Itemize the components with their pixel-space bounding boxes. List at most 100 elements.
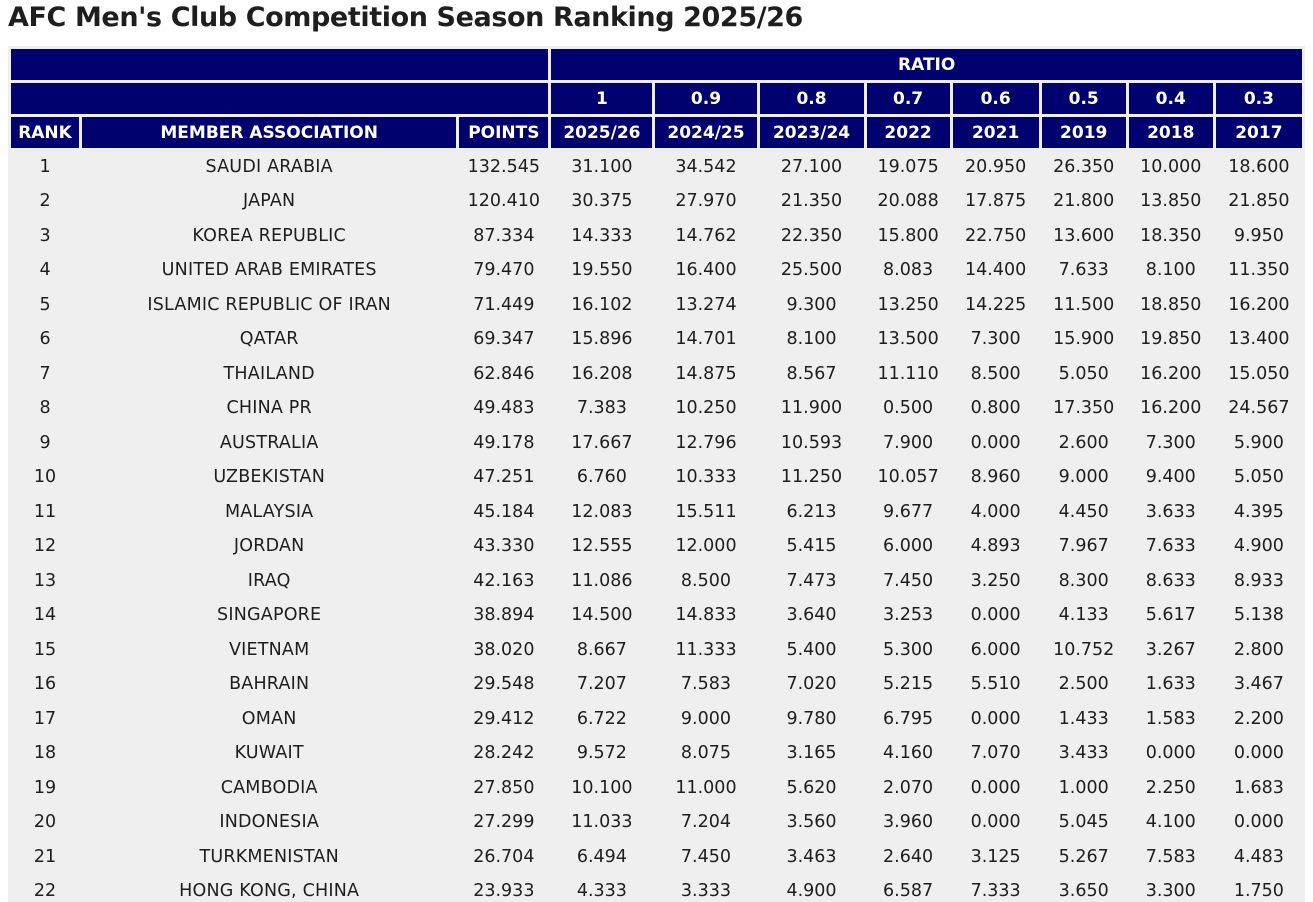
association-name-cell: THAILAND: [82, 358, 457, 390]
season-points-cell: 3.467: [1215, 668, 1302, 700]
season-points-cell: 4.900: [759, 875, 864, 902]
season-points-cell: 1.583: [1128, 703, 1213, 735]
table-row: 15 VIETNAM 38.020 8.667 11.333 5.400 5.300 6.00…: [11, 634, 1302, 666]
season-points-cell: 15.511: [655, 496, 757, 528]
season-points-cell: 9.677: [866, 496, 950, 528]
season-points-cell: 0.000: [1215, 806, 1302, 838]
season-points-cell: 7.583: [1128, 841, 1213, 873]
rank-cell: 1: [11, 151, 80, 183]
season-points-cell: 5.267: [1041, 841, 1126, 873]
points-cell: 62.846: [459, 358, 549, 390]
rank-cell: 18: [11, 737, 80, 769]
points-cell: 29.412: [459, 703, 549, 735]
rank-cell: 7: [11, 358, 80, 390]
column-header-season[interactable]: 2025/26: [551, 117, 653, 148]
season-points-cell: 10.333: [655, 461, 757, 493]
column-header-member-association[interactable]: MEMBER ASSOCIATION: [82, 117, 457, 148]
season-points-cell: 10.752: [1041, 634, 1126, 666]
season-points-cell: 24.567: [1215, 392, 1302, 424]
season-points-cell: 0.000: [952, 703, 1039, 735]
column-header-season[interactable]: 2021: [952, 117, 1039, 148]
association-name-cell: SINGAPORE: [82, 599, 457, 631]
association-name-cell: IRAQ: [82, 565, 457, 597]
season-points-cell: 3.125: [952, 841, 1039, 873]
table-row: 10 UZBEKISTAN 47.251 6.760 10.333 11.250 10.05…: [11, 461, 1302, 493]
table-row: 16 BAHRAIN 29.548 7.207 7.583 7.020 5.215 5.510…: [11, 668, 1302, 700]
season-points-cell: 0.000: [952, 599, 1039, 631]
season-points-cell: 30.375: [551, 185, 653, 217]
season-points-cell: 6.795: [866, 703, 950, 735]
season-points-cell: 15.896: [551, 323, 653, 355]
header-row-ratio-values: 1 0.9 0.8 0.7 0.6 0.5 0.4 0.3: [11, 83, 1302, 114]
season-points-cell: 7.967: [1041, 530, 1126, 562]
season-points-cell: 7.020: [759, 668, 864, 700]
season-points-cell: 16.208: [551, 358, 653, 390]
column-header-season[interactable]: 2018: [1128, 117, 1213, 148]
association-name-cell: AUSTRALIA: [82, 427, 457, 459]
rank-cell: 3: [11, 220, 80, 252]
ranking-table-container: RATIO 1 0.9 0.8 0.7 0.6 0.5 0.4 0.3 RANK…: [8, 46, 1305, 902]
season-points-cell: 7.207: [551, 668, 653, 700]
season-points-cell: 8.500: [952, 358, 1039, 390]
season-points-cell: 0.800: [952, 392, 1039, 424]
season-points-cell: 2.500: [1041, 668, 1126, 700]
season-points-cell: 9.400: [1128, 461, 1213, 493]
season-points-cell: 17.667: [551, 427, 653, 459]
season-points-cell: 14.762: [655, 220, 757, 252]
season-points-cell: 11.033: [551, 806, 653, 838]
season-points-cell: 18.600: [1215, 151, 1302, 183]
season-points-cell: 9.000: [1041, 461, 1126, 493]
season-points-cell: 17.875: [952, 185, 1039, 217]
season-points-cell: 3.960: [866, 806, 950, 838]
season-points-cell: 4.395: [1215, 496, 1302, 528]
season-points-cell: 13.850: [1128, 185, 1213, 217]
season-points-cell: 3.650: [1041, 875, 1126, 902]
header-blank-cell: [11, 83, 549, 114]
points-cell: 38.020: [459, 634, 549, 666]
season-points-cell: 3.633: [1128, 496, 1213, 528]
column-header-rank[interactable]: RANK: [11, 117, 80, 148]
season-points-cell: 0.000: [1215, 737, 1302, 769]
season-points-cell: 2.600: [1041, 427, 1126, 459]
season-points-cell: 8.667: [551, 634, 653, 666]
table-row: 2 JAPAN 120.410 30.375 27.970 21.350 20.088 17.…: [11, 185, 1302, 217]
column-header-season[interactable]: 2017: [1215, 117, 1302, 148]
season-points-cell: 7.300: [952, 323, 1039, 355]
rank-cell: 5: [11, 289, 80, 321]
season-points-cell: 13.400: [1215, 323, 1302, 355]
season-points-cell: 5.617: [1128, 599, 1213, 631]
season-points-cell: 6.000: [866, 530, 950, 562]
season-points-cell: 13.274: [655, 289, 757, 321]
table-row: 22 HONG KONG, CHINA 23.933 4.333 3.333 4.900 6…: [11, 875, 1302, 902]
season-points-cell: 4.450: [1041, 496, 1126, 528]
season-points-cell: 7.383: [551, 392, 653, 424]
season-points-cell: 14.400: [952, 254, 1039, 286]
column-header-season[interactable]: 2024/25: [655, 117, 757, 148]
season-points-cell: 2.640: [866, 841, 950, 873]
points-cell: 38.894: [459, 599, 549, 631]
table-row: 21 TURKMENISTAN 26.704 6.494 7.450 3.463 2.640…: [11, 841, 1302, 873]
season-points-cell: 4.160: [866, 737, 950, 769]
season-points-cell: 15.900: [1041, 323, 1126, 355]
rank-cell: 2: [11, 185, 80, 217]
season-points-cell: 2.800: [1215, 634, 1302, 666]
ratio-cell: 0.4: [1128, 83, 1213, 114]
season-points-cell: 5.510: [952, 668, 1039, 700]
column-header-season[interactable]: 2022: [866, 117, 950, 148]
season-points-cell: 19.550: [551, 254, 653, 286]
column-header-points[interactable]: POINTS: [459, 117, 549, 148]
season-points-cell: 11.500: [1041, 289, 1126, 321]
season-points-cell: 11.250: [759, 461, 864, 493]
season-points-cell: 7.300: [1128, 427, 1213, 459]
points-cell: 87.334: [459, 220, 549, 252]
table-row: 4 UNITED ARAB EMIRATES 79.470 19.550 16.400 2…: [11, 254, 1302, 286]
season-points-cell: 16.400: [655, 254, 757, 286]
association-name-cell: KUWAIT: [82, 737, 457, 769]
column-header-season[interactable]: 2023/24: [759, 117, 864, 148]
season-points-cell: 0.000: [1128, 737, 1213, 769]
season-points-cell: 14.875: [655, 358, 757, 390]
column-header-season[interactable]: 2019: [1041, 117, 1126, 148]
season-points-cell: 3.433: [1041, 737, 1126, 769]
points-cell: 27.299: [459, 806, 549, 838]
season-points-cell: 0.500: [866, 392, 950, 424]
